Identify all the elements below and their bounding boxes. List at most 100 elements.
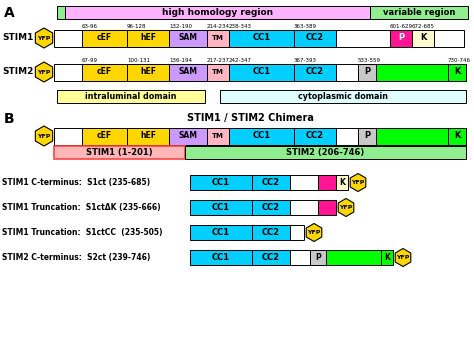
Text: hEF: hEF: [140, 67, 156, 76]
Text: YFP: YFP: [307, 230, 321, 235]
Text: STIM1 / STIM2 Chimera: STIM1 / STIM2 Chimera: [187, 113, 313, 123]
Polygon shape: [36, 62, 53, 82]
Bar: [82, 127, 127, 144]
Bar: [294, 127, 336, 144]
Text: hEF: hEF: [140, 33, 156, 43]
Bar: [318, 200, 336, 215]
Text: STIM1 Truncation:  S1ctCC  (235-505): STIM1 Truncation: S1ctCC (235-505): [2, 228, 163, 237]
Text: 367-393: 367-393: [294, 58, 317, 62]
Text: 67-99: 67-99: [82, 58, 98, 62]
Text: STIM2 (206-746): STIM2 (206-746): [286, 147, 365, 157]
Text: cytoplasmic domain: cytoplasmic domain: [298, 92, 388, 101]
Bar: [54, 127, 466, 144]
Bar: [412, 29, 434, 47]
Text: 63-96: 63-96: [82, 23, 98, 28]
Text: CC1: CC1: [212, 253, 230, 262]
Text: 217-237: 217-237: [207, 58, 230, 62]
Polygon shape: [338, 198, 354, 217]
Bar: [185, 146, 466, 158]
Bar: [290, 175, 318, 190]
Bar: [252, 250, 290, 265]
Bar: [220, 90, 466, 103]
Text: cEF: cEF: [97, 67, 112, 76]
Polygon shape: [36, 126, 53, 146]
Text: STIM2: STIM2: [2, 67, 33, 76]
Text: CC2: CC2: [262, 228, 280, 237]
Text: STIM1 Truncation:  S1ctΔK (235-666): STIM1 Truncation: S1ctΔK (235-666): [2, 203, 161, 212]
Text: K: K: [420, 33, 426, 43]
Bar: [336, 175, 348, 190]
Bar: [390, 29, 412, 47]
Bar: [448, 64, 466, 81]
Polygon shape: [306, 224, 322, 241]
Bar: [54, 64, 466, 81]
Text: TM: TM: [212, 69, 224, 75]
Bar: [229, 64, 294, 81]
Text: 238-343: 238-343: [229, 23, 252, 28]
Text: cEF: cEF: [97, 131, 112, 141]
Polygon shape: [350, 174, 366, 191]
Bar: [190, 200, 252, 215]
Text: STIM1: STIM1: [2, 33, 33, 43]
Text: P: P: [364, 131, 370, 141]
Text: 96-128: 96-128: [127, 23, 146, 28]
Text: B: B: [4, 112, 15, 126]
Text: STIM2 C-terminus:  S2ct (239-746): STIM2 C-terminus: S2ct (239-746): [2, 253, 150, 262]
Text: K: K: [454, 67, 460, 76]
Text: YFP: YFP: [351, 180, 365, 185]
Text: 730-746: 730-746: [448, 58, 471, 62]
Bar: [54, 29, 464, 47]
Bar: [54, 146, 185, 158]
Text: CC2: CC2: [262, 203, 280, 212]
Bar: [252, 175, 290, 190]
Bar: [229, 29, 294, 47]
Polygon shape: [36, 28, 53, 48]
Text: TM: TM: [212, 133, 224, 139]
Bar: [252, 200, 290, 215]
Text: 363-389: 363-389: [294, 23, 317, 28]
Bar: [207, 29, 229, 47]
Bar: [127, 64, 169, 81]
Bar: [190, 175, 252, 190]
Bar: [82, 29, 127, 47]
Bar: [358, 64, 376, 81]
Text: hEF: hEF: [140, 131, 156, 141]
Text: YFP: YFP: [37, 36, 51, 40]
Text: K: K: [454, 131, 460, 141]
Bar: [252, 225, 290, 240]
Bar: [207, 127, 229, 144]
Text: 132-190: 132-190: [169, 23, 192, 28]
Text: YFP: YFP: [396, 255, 410, 260]
Text: STIM1 C-terminus:  S1ct (235-685): STIM1 C-terminus: S1ct (235-685): [2, 178, 150, 187]
Bar: [358, 127, 376, 144]
Bar: [207, 64, 229, 81]
Text: SAM: SAM: [179, 131, 198, 141]
Text: STIM1 (1-201): STIM1 (1-201): [86, 147, 153, 157]
Text: high homology region: high homology region: [162, 8, 273, 17]
Text: CC1: CC1: [212, 203, 230, 212]
Bar: [448, 127, 466, 144]
Text: 601-629: 601-629: [390, 23, 413, 28]
Text: 672-685: 672-685: [412, 23, 435, 28]
Bar: [127, 127, 169, 144]
Bar: [290, 225, 304, 240]
Text: CC2: CC2: [262, 178, 280, 187]
Bar: [190, 250, 252, 265]
Bar: [294, 64, 336, 81]
Text: YFP: YFP: [37, 70, 51, 75]
Bar: [169, 64, 207, 81]
Text: P: P: [364, 67, 370, 76]
Text: P: P: [315, 253, 321, 262]
Text: SAM: SAM: [179, 67, 198, 76]
Bar: [290, 250, 310, 265]
Text: CC1: CC1: [253, 33, 271, 43]
Bar: [294, 29, 336, 47]
Text: K: K: [339, 178, 345, 187]
Bar: [65, 6, 370, 19]
Bar: [190, 225, 252, 240]
Text: cEF: cEF: [97, 33, 112, 43]
Text: 214-234: 214-234: [207, 23, 230, 28]
Bar: [169, 127, 207, 144]
Text: 242-347: 242-347: [229, 58, 252, 62]
Bar: [57, 90, 205, 103]
